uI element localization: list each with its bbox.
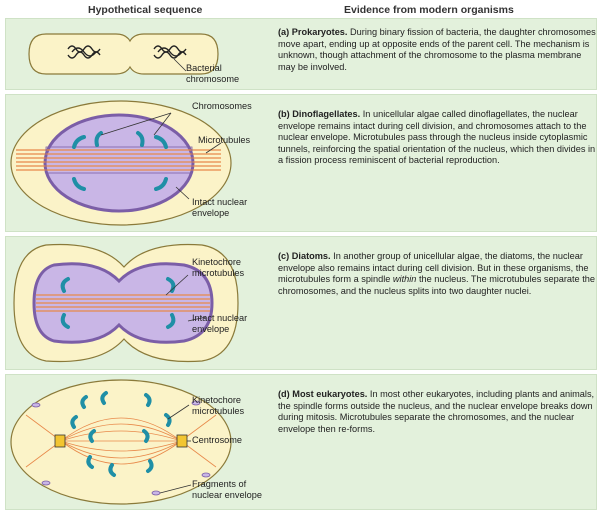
- panel-most-eukaryotes: Kinetochore microtubules Centrosome Frag…: [5, 374, 597, 510]
- microtubule-bundles: [16, 149, 221, 171]
- description-most-eukaryotes: (d) Most eukaryotes. In most other eukar…: [278, 389, 596, 435]
- panel-diatoms: Kinetochore microtubules Intact nuclear …: [5, 236, 597, 370]
- nuclear-envelope-fragments: [31, 400, 211, 496]
- label-kinetochore-microtubules: Kinetochore microtubules: [192, 257, 245, 278]
- bacterial-chromosome-right: [153, 45, 187, 59]
- eukaryote-illustration: [10, 379, 232, 505]
- spindle-microtubules: [36, 294, 210, 312]
- description-diatoms: (c) Diatoms. In another group of unicell…: [278, 251, 596, 297]
- panel-letter: (b): [278, 109, 290, 119]
- prokaryote-illustration: [28, 33, 219, 75]
- column-header-hypothetical: Hypothetical sequence: [88, 4, 203, 16]
- column-header-evidence: Evidence from modern organisms: [344, 4, 514, 16]
- description-dinoflagellates: (b) Dinoflagellates. In unicellular alga…: [278, 109, 596, 167]
- chromosomes: [60, 277, 176, 329]
- chromosomes: [72, 131, 168, 191]
- label-kinetochore-microtubules: Kinetochore microtubules: [192, 395, 245, 416]
- label-bacterial-chromosome: Bacterial chromosome: [186, 63, 240, 84]
- panel-letter: (c): [278, 251, 290, 261]
- label-intact-nuclear-envelope: Intact nuclear envelope: [192, 197, 248, 218]
- chromosomes: [70, 391, 172, 477]
- label-centrosome: Centrosome: [192, 435, 243, 445]
- panel-title: Most eukaryotes.: [292, 389, 368, 399]
- panel-dinoflagellates: Chromosomes Microtubules Intact nuclear …: [5, 94, 597, 232]
- bacterial-chromosome-left: [67, 45, 101, 59]
- label-fragments-nuclear-envelope: Fragments of nuclear envelope: [192, 479, 262, 500]
- panel-letter: (d): [278, 389, 290, 399]
- panel-text-before: In another group of unicellular algae, t…: [278, 251, 589, 285]
- description-prokaryotes: (a) Prokaryotes. During binary fission o…: [278, 27, 596, 73]
- dinoflagellate-illustration: [10, 100, 232, 226]
- panel-title: Dinoflagellates.: [292, 109, 361, 119]
- panel-text: In most other eukaryotes, including plan…: [278, 389, 595, 434]
- panel-text: During binary fission of bacteria, the d…: [278, 27, 596, 72]
- cytoplasmic-tunnel: [45, 146, 193, 174]
- panel-prokaryotes: Bacterial chromosome (a) Prokaryotes. Du…: [5, 18, 597, 90]
- label-intact-nuclear-envelope: Intact nuclear envelope: [192, 313, 248, 334]
- label-microtubules: Microtubules: [198, 135, 251, 145]
- diatom-illustration: [13, 243, 239, 363]
- panel-title: Diatoms.: [291, 251, 331, 261]
- panel-title: Prokaryotes.: [291, 27, 348, 37]
- centrosome-icon: [54, 434, 188, 448]
- panel-text-italic: within: [392, 274, 417, 285]
- label-chromosomes: Chromosomes: [192, 101, 252, 111]
- panel-text: In unicellular algae called dinoflagella…: [278, 109, 596, 166]
- panel-letter: (a): [278, 27, 290, 37]
- panel-text-after: the nucleus. The microtubules separate t…: [278, 274, 595, 296]
- bacterial-cell: [28, 33, 219, 75]
